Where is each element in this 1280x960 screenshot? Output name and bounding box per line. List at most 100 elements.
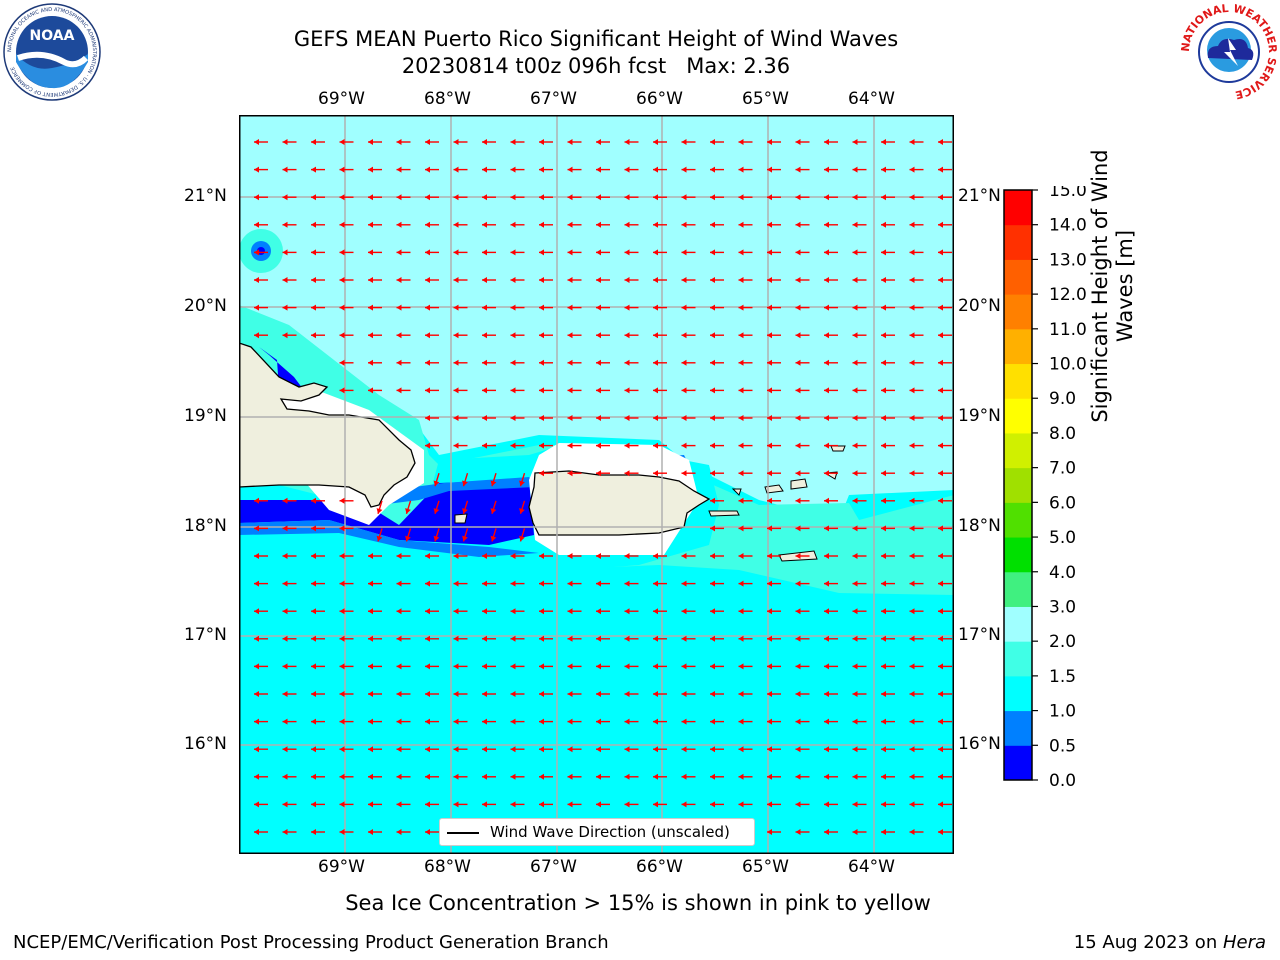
wave-arrow-head [738, 580, 744, 587]
colorbar-tick-label: 13.0 [1049, 250, 1087, 270]
wave-arrow-head [795, 773, 801, 780]
wave-arrow-head [653, 359, 658, 366]
wave-arrow-head [938, 249, 943, 256]
wave-arrow-head [282, 663, 288, 670]
wave-arrow-head [624, 608, 630, 615]
colorbar-tick-label: 7.0 [1049, 459, 1076, 479]
wave-arrow-head [767, 277, 772, 283]
wave-arrow-head [738, 663, 744, 670]
puerto-rico-land [528, 470, 711, 536]
wave-arrow-head [767, 166, 772, 173]
wave-arrow-head [624, 801, 630, 808]
wave-arrow-head [738, 387, 744, 394]
wave-arrow-head [824, 470, 829, 477]
wave-arrow-head [396, 691, 402, 697]
wave-arrow-head [795, 166, 801, 173]
wave-arrow-head [282, 332, 288, 339]
wave-arrow-head [254, 608, 259, 615]
wave-arrow-head [653, 249, 658, 256]
wave-arrow-head [567, 277, 573, 283]
wave-arrow-head [909, 332, 915, 339]
wave-arrow-head [653, 608, 658, 615]
wave-arrow-head [824, 691, 829, 697]
wave-arrow-head [396, 166, 402, 173]
lat-label: 20°N [184, 296, 227, 316]
wave-arrow-head [567, 608, 573, 615]
wave-arrow-head [425, 442, 430, 449]
wave-arrow-head [425, 166, 430, 173]
wave-arrow-head [539, 746, 544, 753]
wave-arrow-head [311, 718, 316, 725]
wave-arrow-head [767, 608, 772, 615]
legend-line [447, 832, 479, 834]
wave-arrow-head [567, 773, 573, 780]
wave-arrow-head [852, 801, 858, 808]
wave-arrow-head [368, 277, 373, 283]
wave-arrow-head [767, 415, 772, 421]
colorbar-tick-label: 10.0 [1049, 355, 1087, 375]
wave-arrow-head [824, 442, 829, 449]
wave-arrow-head [510, 718, 516, 725]
wave-arrow-head [453, 139, 459, 145]
wave-arrow-head [710, 387, 715, 394]
wave-arrow-head [482, 718, 487, 725]
wave-arrow-head [368, 691, 373, 697]
wave-arrow-head [368, 746, 373, 753]
wave-arrow-head [909, 608, 915, 615]
wave-arrow-head [254, 746, 259, 753]
wave-arrow-head [795, 304, 801, 311]
wave-arrow-head [653, 221, 658, 228]
wave-arrow-head [425, 194, 430, 201]
colorbar-tick-label: 0.0 [1049, 771, 1076, 786]
wave-arrow-head [653, 691, 658, 697]
colorbar-segment [1004, 537, 1032, 573]
wave-arrow-head [624, 470, 630, 477]
wave-arrow-head [852, 718, 858, 725]
wave-arrow-head [881, 773, 886, 780]
colorbar-segment [1004, 571, 1032, 607]
wave-arrow-head [453, 359, 459, 366]
wave-arrow-head [567, 139, 573, 145]
wave-arrow-head [368, 580, 373, 587]
wave-arrow-head [254, 332, 259, 339]
wave-arrow-head [368, 608, 373, 615]
wave-arrow-head [767, 359, 772, 366]
wave-arrow-head [681, 663, 687, 670]
wave-arrow-head [425, 718, 430, 725]
wave-arrow-head [311, 608, 316, 615]
wave-arrow-head [738, 166, 744, 173]
wave-arrow-head [738, 691, 744, 697]
wave-arrow-head [254, 718, 259, 725]
wave-arrow-head [482, 415, 487, 421]
wave-arrow-head [311, 635, 316, 642]
wave-arrow-head [453, 332, 459, 339]
wave-arrow-head [596, 580, 601, 587]
lat-label: 16°N [958, 734, 1001, 754]
wave-arrow-head [852, 663, 858, 670]
wave-arrow-head [282, 553, 288, 559]
wind-wave-arrows [254, 139, 952, 835]
wave-arrow-head [824, 221, 829, 228]
wave-arrow-head [710, 249, 715, 256]
wave-arrow-head [624, 746, 630, 753]
wave-arrow-head [425, 553, 430, 559]
wave-band-high [239, 115, 954, 520]
wave-arrow-head [596, 553, 601, 559]
wave-arrow-head [824, 497, 829, 504]
lat-label: 21°N [958, 186, 1001, 206]
wave-arrow-head [881, 580, 886, 587]
wave-arrow-head [433, 508, 440, 514]
wave-arrow-head [653, 277, 658, 283]
colorbar-tick-label: 2.0 [1049, 632, 1076, 652]
lon-label: 67°W [530, 857, 577, 877]
wave-arrow-head [311, 249, 316, 256]
lat-label: 19°N [958, 406, 1001, 426]
wave-arrow-head [368, 773, 373, 780]
wave-arrow-head [767, 773, 772, 780]
wave-arrow-head [396, 746, 402, 753]
wave-arrow-head [539, 691, 544, 697]
wave-arrow-head [852, 829, 858, 835]
wave-arrow-head [681, 635, 687, 642]
wave-arrow-head [567, 801, 573, 808]
wave-arrow-head [852, 608, 858, 615]
